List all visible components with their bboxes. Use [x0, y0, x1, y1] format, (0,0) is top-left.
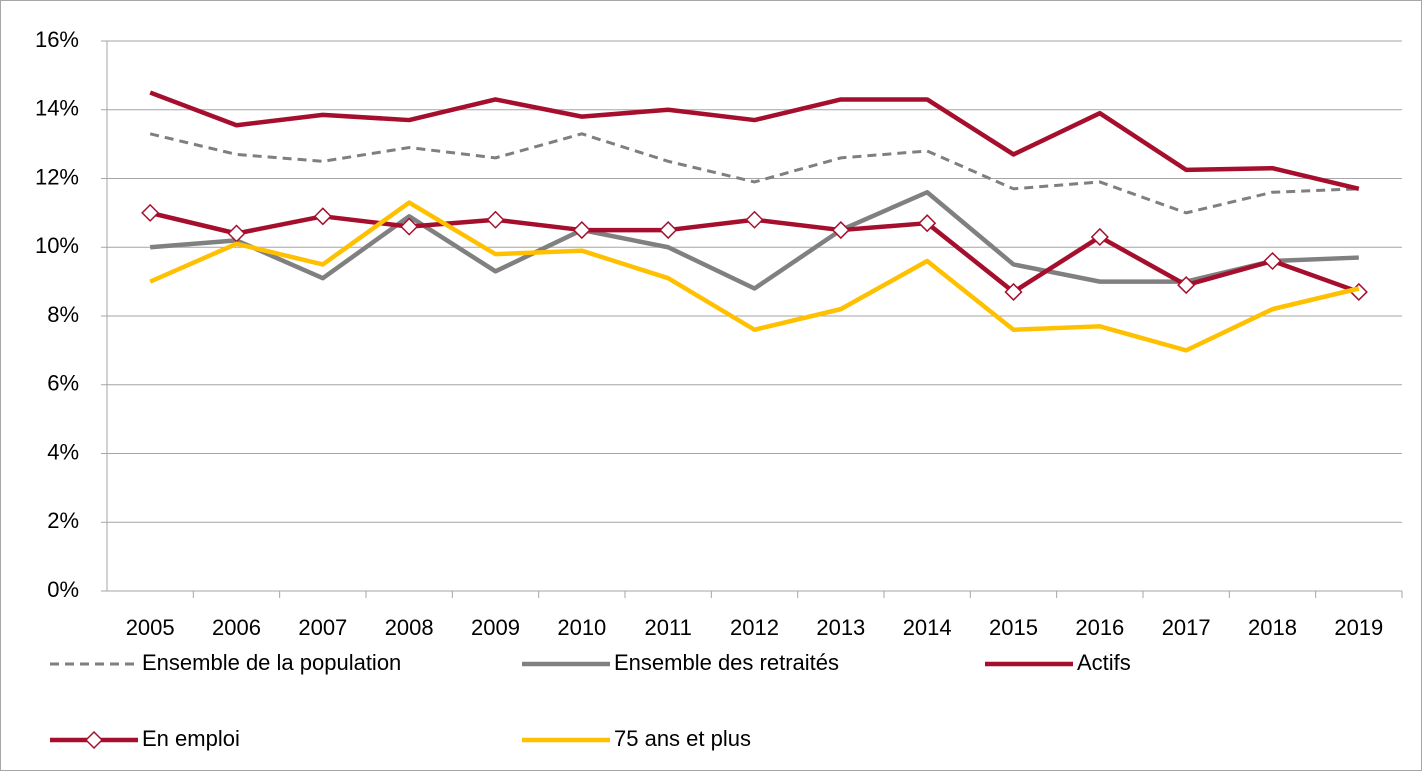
y-tick-label: 4% [47, 439, 79, 464]
y-tick-label: 16% [35, 27, 79, 52]
series-marker [400, 217, 419, 236]
series-marker [313, 207, 332, 226]
series-marker [831, 221, 850, 240]
series-line [149, 90, 1360, 192]
x-tick-label: 2012 [730, 615, 779, 640]
series-line [149, 200, 1360, 353]
series-marker [1004, 282, 1023, 301]
x-tick-label: 2016 [1075, 615, 1124, 640]
series-marker [486, 210, 505, 229]
series-marker [1177, 276, 1196, 295]
x-tick-label: 2008 [385, 615, 434, 640]
series-marker [1090, 227, 1109, 246]
legend-marker [84, 730, 104, 750]
series-marker [918, 214, 937, 233]
y-tick-label: 2% [47, 508, 79, 533]
legend-label: En emploi [142, 726, 240, 751]
series-line [149, 132, 1359, 215]
x-tick-label: 2018 [1248, 615, 1297, 640]
x-tick-label: 2007 [298, 615, 347, 640]
series-marker [745, 210, 764, 229]
x-tick-label: 2017 [1162, 615, 1211, 640]
x-tick-label: 2019 [1334, 615, 1383, 640]
x-tick-label: 2014 [903, 615, 952, 640]
y-tick-label: 10% [35, 233, 79, 258]
legend-label: Ensemble des retraités [614, 650, 839, 675]
legend-label: 75 ans et plus [614, 726, 751, 751]
x-tick-label: 2010 [557, 615, 606, 640]
series-marker [141, 203, 160, 222]
x-tick-label: 2006 [212, 615, 261, 640]
series-line [149, 190, 1359, 291]
series-marker [1263, 251, 1282, 271]
x-tick-label: 2009 [471, 615, 520, 640]
x-tick-label: 2005 [126, 615, 175, 640]
x-tick-label: 2011 [645, 615, 692, 640]
legend-label: Actifs [1077, 650, 1131, 675]
y-tick-label: 6% [47, 371, 79, 396]
x-tick-label: 2015 [989, 615, 1038, 640]
y-tick-label: 14% [35, 96, 79, 121]
y-tick-label: 12% [35, 164, 79, 189]
series-marker [572, 221, 591, 240]
x-tick-label: 2013 [816, 615, 865, 640]
series-marker [227, 224, 246, 243]
y-tick-label: 0% [47, 577, 79, 602]
series-marker [659, 221, 678, 240]
legend-label: Ensemble de la population [142, 650, 401, 675]
y-tick-label: 8% [47, 302, 79, 327]
